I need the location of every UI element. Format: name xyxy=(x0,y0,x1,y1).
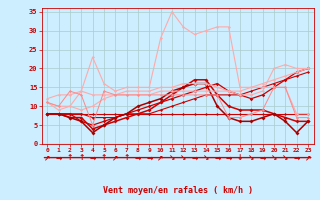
Text: →: → xyxy=(89,153,96,162)
Text: →: → xyxy=(55,153,62,162)
Text: →: → xyxy=(191,153,198,162)
Text: ↘: ↘ xyxy=(282,153,288,162)
Text: ↗: ↗ xyxy=(305,153,311,162)
Text: →: → xyxy=(260,153,266,162)
Text: Vent moyen/en rafales ( km/h ): Vent moyen/en rafales ( km/h ) xyxy=(103,186,252,195)
Text: ↑: ↑ xyxy=(101,153,107,162)
Text: →: → xyxy=(225,153,232,162)
Text: ↘: ↘ xyxy=(203,153,209,162)
Text: →: → xyxy=(135,153,141,162)
Text: ↗: ↗ xyxy=(157,153,164,162)
Text: ↗: ↗ xyxy=(112,153,118,162)
Text: ↓: ↓ xyxy=(237,153,243,162)
Text: →: → xyxy=(214,153,220,162)
Text: ↘: ↘ xyxy=(169,153,175,162)
Text: ↑: ↑ xyxy=(124,153,130,162)
Text: ↑: ↑ xyxy=(67,153,73,162)
Text: →: → xyxy=(293,153,300,162)
Text: ↘: ↘ xyxy=(248,153,254,162)
Text: ↘: ↘ xyxy=(271,153,277,162)
Text: ↘: ↘ xyxy=(180,153,187,162)
Text: ↑: ↑ xyxy=(78,153,84,162)
Text: ↗: ↗ xyxy=(44,153,51,162)
Text: →: → xyxy=(146,153,152,162)
